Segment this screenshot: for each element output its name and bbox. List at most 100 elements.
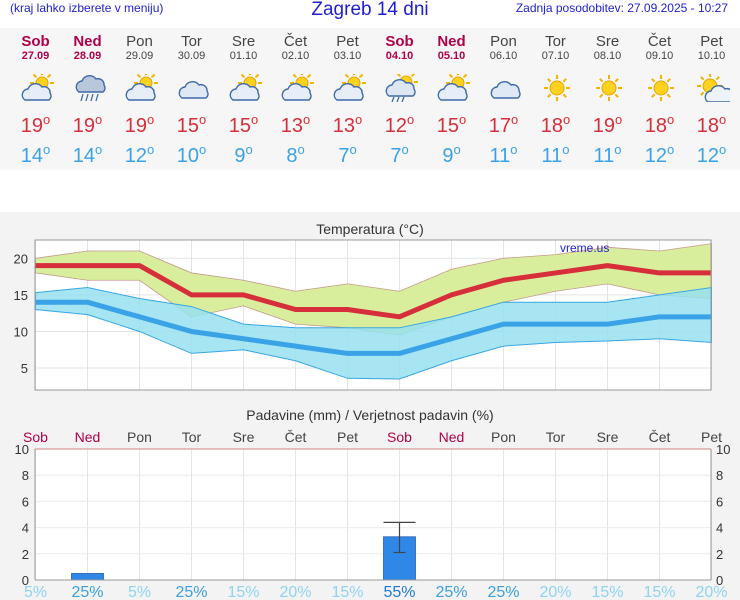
x-tick-label: Ned [439, 429, 465, 445]
max-temp: 13o [280, 112, 311, 137]
day-name: Pet [336, 33, 359, 50]
temperature-plot-frame [34, 239, 712, 391]
max-temp: 13o [332, 112, 363, 137]
precipitation-plot-area [35, 449, 711, 580]
max-temp: 15o [176, 112, 207, 137]
max-temp: 18o [696, 112, 727, 137]
precipitation-probability: 15% [643, 584, 675, 600]
last-update: Zadnja posodobitev: 27.09.2025 - 10:27 [515, 1, 728, 15]
min-temp: 11o [541, 142, 570, 167]
x-tick-label: Ned [75, 429, 101, 445]
partly-cloudy-icon [437, 74, 470, 101]
mostly-sunny-icon [696, 74, 730, 102]
x-tick-label: Čet [285, 429, 307, 445]
y-tick-label-right: 2 [716, 547, 723, 562]
max-temp: 15o [228, 112, 259, 137]
min-temp: 8o [286, 142, 305, 167]
min-temp-line [35, 299, 712, 356]
day-date: 07.10 [541, 50, 570, 62]
precipitation-probability: 15% [331, 584, 363, 600]
max-temp: 17o [488, 112, 519, 137]
day-name: Ned [437, 33, 466, 50]
precipitation-chart-title: Padavine (mm) / Verjetnost padavin (%) [246, 407, 493, 423]
forecast-day: Ned 28.09 19o 14o [62, 28, 114, 167]
forecast-day: Tor 07.10 18o 11o [530, 28, 582, 168]
forecast-day: Pon 29.09 19o 12o [114, 28, 166, 167]
min-temp: 12o [644, 142, 675, 167]
y-tick-label-right: 10 [716, 442, 730, 457]
x-tick-label: Čet [649, 429, 671, 445]
precipitation-probability: 25% [71, 584, 103, 600]
sun-icon [647, 75, 674, 101]
precipitation-probability: 20% [539, 584, 571, 600]
y-tick-label: 0 [22, 573, 29, 588]
forecast-day: Ned 05.10 15o 9o [426, 28, 478, 167]
max-temp: 19o [20, 112, 51, 137]
forecast-day: Pet 03.10 13o 7o [322, 28, 374, 167]
y-tick-label-right: 8 [716, 468, 723, 483]
y-tick-label: 8 [22, 468, 29, 483]
precipitation-probability: 15% [591, 584, 623, 600]
min-temp: 12o [124, 142, 155, 167]
sun-icon [595, 75, 622, 101]
min-temp: 14o [20, 142, 51, 167]
x-tick-label: Sob [23, 429, 48, 445]
x-tick-label: Tor [546, 429, 566, 445]
day-name: Čet [647, 33, 672, 50]
min-temp: 11o [489, 142, 518, 167]
day-name: Ned [73, 33, 102, 50]
forecast-day: Sre 01.10 15o 9o [218, 28, 270, 167]
max-temp-line [35, 263, 712, 320]
min-temp: 14o [72, 142, 103, 167]
y-tick-label: 5 [21, 361, 28, 376]
forecast-day: Sob 04.10 12o 7o [374, 28, 426, 167]
day-date: 01.10 [229, 50, 258, 62]
day-date: 04.10 [385, 50, 414, 62]
forecast-day: Čet 09.10 18o 12o [634, 28, 686, 168]
x-tick-label: Pon [127, 429, 152, 445]
sun-icon [543, 75, 570, 101]
sun-shower-icon [385, 74, 418, 102]
y-tick-label: 10 [14, 324, 28, 339]
day-date: 29.09 [125, 50, 154, 62]
max-temp: 19o [592, 112, 623, 137]
daily-forecast-strip: Sob 27.09 19o 14o Ned 28.09 19o 14o Pon 29.09 19o 1… [0, 28, 740, 170]
precipitation-probability: 55% [383, 584, 415, 600]
forecast-day: Sre 08.10 19o 11o [582, 28, 634, 168]
forecast-day: Pet 10.10 18o 12o [686, 28, 738, 167]
day-name: Sob [21, 33, 50, 50]
y-tick-label-right: 0 [716, 573, 723, 588]
max-temp: 18o [540, 112, 571, 137]
menu-hint[interactable]: (kraj lahko izberete v meniju) [10, 1, 164, 15]
x-tick-label: Sob [387, 429, 412, 445]
y-tick-label-right: 6 [716, 494, 723, 509]
min-temp: 10o [176, 142, 207, 167]
precipitation-probability: 20% [695, 584, 727, 600]
min-temp: 12o [696, 142, 727, 167]
x-tick-label: Pet [701, 429, 722, 445]
day-date: 06.10 [489, 50, 518, 62]
max-temp: 19o [72, 112, 103, 137]
forecast-day: Čet 02.10 13o 8o [270, 28, 322, 167]
min-temp: 9o [234, 142, 253, 167]
cloudy-icon [178, 81, 209, 99]
partly-cloudy-icon [333, 74, 366, 101]
partly-cloudy-icon [281, 74, 314, 101]
header-bar: (kraj lahko izberete v meniju) Zagreb 14… [0, 0, 740, 22]
partly-cloudy-icon [125, 74, 158, 101]
precipitation-probability: 5% [128, 584, 151, 600]
precipitation-probability: 25% [487, 584, 519, 600]
y-tick-label: 4 [22, 521, 29, 536]
y-tick-label: 20 [14, 251, 28, 266]
x-tick-label: Tor [182, 429, 202, 445]
day-date: 10.10 [697, 50, 726, 62]
day-date: 30.09 [177, 50, 206, 62]
day-date: 27.09 [21, 50, 50, 62]
day-date: 05.10 [437, 50, 466, 62]
forecast-day: Pon 06.10 17o 11o [478, 28, 530, 167]
y-tick-label: 10 [15, 442, 29, 457]
day-name: Pon [490, 33, 517, 50]
precipitation-probability: 25% [175, 584, 207, 600]
page-title: Zagreb 14 dni [311, 0, 429, 20]
